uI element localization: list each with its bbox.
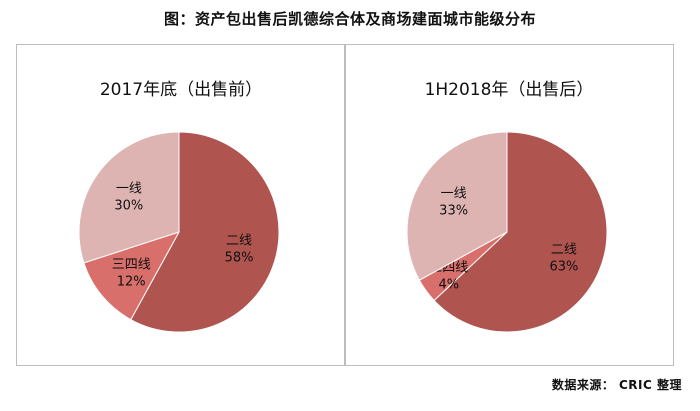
slice-label-tier3-4: 三四线 — [112, 258, 151, 273]
pie-title-1h2018: 1H2018年（出售后） — [424, 80, 594, 100]
slice-label-tier1: 一线 — [116, 182, 142, 197]
figure-title: 图：资产包出售后凯德综合体及商场建面城市能级分布 — [163, 10, 536, 28]
slice-value-tier3-4: 4% — [438, 277, 459, 292]
source-note: 数据来源： CRIC 整理 — [551, 378, 682, 392]
slice-value-tier2: 63% — [549, 260, 578, 275]
slice-value-tier1: 30% — [114, 199, 143, 214]
pie-chart-2017: 二线 58% 三四线 12% 一线 30% — [78, 131, 280, 333]
pie-slice-tier2 — [130, 131, 280, 333]
pie-slice-tier1 — [406, 131, 508, 281]
pie-slice-tier1 — [78, 131, 180, 264]
pie-panel-1h2018: 1H2018年（出售后） 二线 63% 三四线 4% 一线 33% — [344, 44, 674, 366]
pie-panel-2017: 2017年底（出售前） 二线 58% 三四线 12% 一线 30% — [16, 44, 346, 366]
pie-slice-tier3-4 — [83, 231, 181, 321]
slice-label-tier2: 二线 — [226, 233, 252, 248]
slice-label-tier2: 二线 — [551, 243, 577, 258]
pie-title-2017: 2017年底（出售前） — [99, 80, 263, 100]
slice-label-tier1: 一线 — [441, 186, 467, 201]
slice-value-tier1: 33% — [439, 203, 468, 218]
pie-slice-tier2 — [433, 131, 608, 333]
slice-value-tier3-4: 12% — [117, 275, 146, 290]
slice-value-tier2: 58% — [225, 250, 254, 265]
